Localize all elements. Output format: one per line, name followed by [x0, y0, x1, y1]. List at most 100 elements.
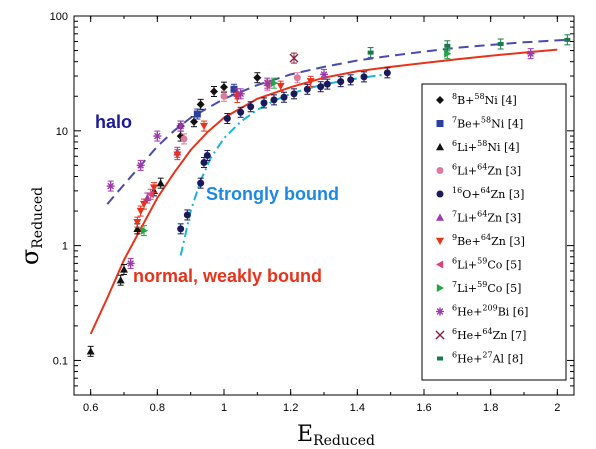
series-11 — [367, 34, 571, 59]
data-point — [367, 50, 374, 55]
legend-label-10: 6He+64Zn [7] — [452, 327, 526, 342]
asterisk-stroke — [154, 132, 161, 140]
data-point — [564, 37, 571, 42]
data-point — [263, 79, 272, 88]
x-tick-label-6: 1.8 — [483, 402, 498, 414]
legend-marker-5 — [436, 213, 444, 221]
x-stroke — [289, 53, 299, 63]
series-6 — [133, 75, 315, 228]
legend-marker-7 — [436, 260, 444, 269]
x-stroke — [435, 330, 445, 340]
legend-marker-4 — [436, 190, 444, 198]
data-point — [197, 179, 205, 187]
data-point — [247, 103, 255, 111]
data-point — [140, 200, 148, 209]
series-9 — [106, 48, 535, 269]
data-point — [153, 132, 162, 141]
legend-label-0: 8B+58Ni [4] — [452, 92, 517, 107]
x-tick-label-5: 1.6 — [416, 402, 431, 414]
axes — [73, 15, 575, 396]
data-point — [290, 90, 298, 98]
y-axis-label-sub: Reduced — [30, 187, 46, 249]
legend-marker-6 — [436, 237, 444, 245]
y-tick-label-1: 1 — [62, 241, 68, 253]
legend-label-5: 7Li+64Zn [3] — [452, 210, 521, 225]
data-point — [220, 83, 228, 92]
legend-label-11: 6He+27Al [8] — [452, 351, 523, 366]
legend-label-8: 7Li+59Co [5] — [452, 280, 521, 295]
data-point — [133, 218, 142, 227]
data-point — [270, 96, 278, 104]
x-tick-label-4: 1.4 — [350, 402, 365, 414]
y-tick-label-0: 0.1 — [53, 355, 68, 367]
legend-marker-1 — [436, 120, 444, 127]
data-point — [323, 80, 331, 88]
data-points — [86, 34, 571, 357]
y-tick-label-3: 100 — [50, 11, 68, 23]
data-point — [203, 151, 211, 159]
data-point — [526, 49, 535, 58]
data-point — [146, 190, 154, 199]
legend-label-2: 6Li+58Ni [4] — [452, 139, 520, 154]
data-point — [236, 89, 245, 98]
data-point — [360, 73, 368, 81]
data-point — [176, 122, 185, 131]
tick-labels: 0.6 0.8 1 1.2 1.4 1.6 1.8 2 0.1 1 10 100 — [50, 11, 561, 414]
x-tick-label-0: 0.6 — [83, 402, 98, 414]
legend-label-6: 9Be+64Zn [3] — [452, 233, 525, 248]
data-point — [173, 151, 182, 159]
data-point — [293, 74, 301, 82]
annotation-normal-weakly-bound: normal, weakly bound — [133, 266, 322, 286]
asterisk-stroke — [264, 79, 271, 87]
asterisk-stroke — [137, 162, 144, 169]
data-point — [140, 226, 148, 235]
legend-marker-10 — [435, 330, 445, 340]
data-point — [116, 276, 125, 284]
data-point — [303, 85, 311, 93]
data-point — [126, 259, 135, 268]
data-point — [120, 265, 128, 273]
asterisk-stroke — [436, 308, 444, 315]
data-point — [253, 73, 262, 82]
data-point — [347, 76, 355, 84]
legend: 8B+58Ni [4] 7Be+58Ni [4] 6Li+58Ni [4] 6Li+6… — [421, 83, 567, 381]
asterisk-stroke — [237, 90, 244, 98]
data-point — [383, 69, 391, 77]
data-point — [183, 211, 191, 219]
asterisk-stroke — [107, 182, 114, 190]
legend-marker-11 — [437, 356, 443, 361]
data-point — [497, 42, 504, 47]
data-point — [289, 53, 299, 63]
x-axis-label-sub: Reduced — [313, 433, 375, 449]
data-point — [136, 207, 145, 216]
annotation-strongly-bound: Strongly bound — [206, 184, 339, 204]
data-point — [444, 43, 451, 48]
curve-dashed — [106, 38, 568, 205]
y-tick-label-2: 10 — [56, 126, 68, 138]
legend-marker-9 — [436, 307, 444, 316]
legend-label-3: 6Li+64Zn [3] — [452, 163, 521, 178]
asterisk-stroke — [177, 122, 184, 130]
x-tick-label-2: 1 — [221, 402, 227, 414]
data-point — [150, 184, 158, 192]
data-point — [190, 117, 198, 126]
data-point — [237, 108, 245, 116]
legend-box — [421, 83, 567, 381]
data-point — [193, 110, 201, 118]
data-point — [260, 99, 268, 107]
data-point — [177, 225, 185, 233]
data-point — [136, 161, 145, 170]
data-point — [180, 135, 188, 143]
legend-marker-2 — [436, 143, 444, 151]
asterisk-stroke — [127, 260, 134, 267]
y-axis-label: σReduced — [16, 187, 46, 265]
series-10 — [289, 52, 299, 64]
series-4 — [177, 67, 391, 235]
data-point — [106, 182, 115, 191]
legend-marker-0 — [436, 96, 444, 104]
x-tick-label-1: 0.8 — [150, 402, 165, 414]
series-8 — [140, 48, 452, 237]
annotation-halo: halo — [95, 112, 132, 132]
curve-solid — [89, 48, 558, 335]
